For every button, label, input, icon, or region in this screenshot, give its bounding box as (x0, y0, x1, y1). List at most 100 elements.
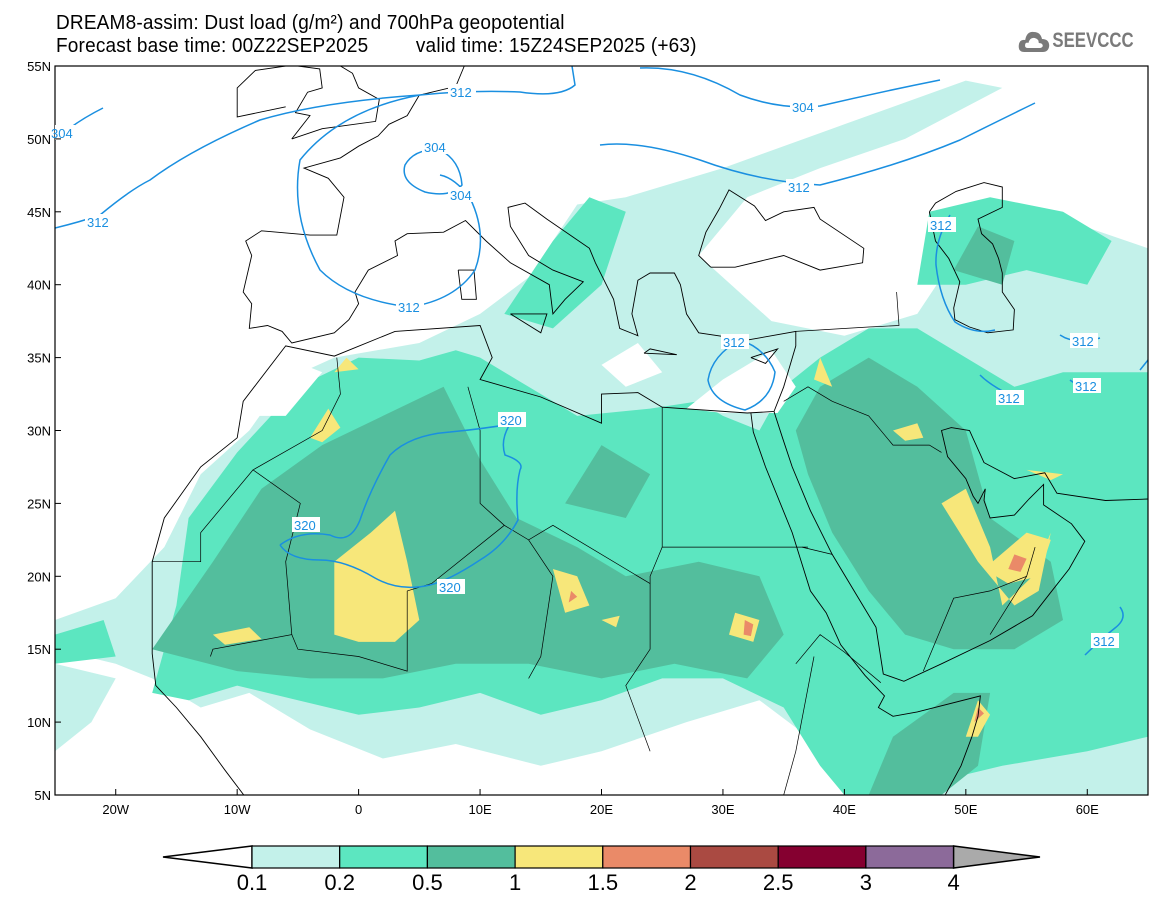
dust-region (868, 692, 991, 795)
colorbar-tick-label: 1.5 (588, 870, 619, 895)
dust-region (917, 197, 1112, 285)
coastline (236, 66, 286, 118)
contour-labels: 312 312 304 304 304 312 304 312 312 312 … (51, 84, 1119, 649)
colorbar-tick-label: 0.1 (237, 870, 268, 895)
lon-label: 20E (590, 802, 613, 817)
country-border (795, 291, 900, 332)
contour-label: 320 (294, 518, 316, 533)
dust-region (974, 707, 984, 723)
colorbar-low-arrow (162, 845, 253, 869)
contour-label: 312 (998, 391, 1020, 406)
valid-time: valid time: 15Z24SEP2025 (+63) (415, 35, 697, 57)
coastlines (151, 66, 1148, 795)
cloud-icon (1018, 31, 1050, 52)
coastline (643, 348, 677, 356)
colorbar-bin (514, 845, 604, 869)
colorbar-tick-label: 2 (684, 870, 696, 895)
contour-label: 312 (450, 85, 472, 100)
coastline (457, 269, 477, 300)
dust-region (310, 408, 341, 443)
lat-label: 5N (34, 788, 51, 803)
contour-label: 312 (788, 180, 810, 195)
lon-label: 50E (954, 802, 977, 817)
coastline (750, 347, 779, 364)
colorbar-bin (339, 845, 429, 869)
dust-region (601, 615, 620, 628)
contour-label: 312 (1072, 334, 1094, 349)
dust-region (55, 663, 116, 752)
dust-region (55, 620, 116, 664)
colorbar-high-arrow (952, 845, 1041, 869)
country-border (783, 656, 815, 795)
lon-label: 30E (711, 802, 734, 817)
longitude-labels: 20W 10W 0 10E 20E 30E 40E 50E 60E (102, 789, 1099, 817)
contour-label: 312 (930, 218, 952, 233)
dust-region (334, 510, 420, 642)
dust-region (1008, 554, 1027, 572)
dust-region (152, 386, 784, 679)
contour-label: 312 (398, 300, 420, 315)
country-border (783, 386, 942, 453)
dust-region (552, 569, 590, 613)
dust-load-layer (55, 80, 1148, 795)
contour-label: 304 (424, 140, 446, 155)
dust-region (953, 226, 1015, 285)
coastline (291, 66, 323, 140)
contour-312 (707, 339, 776, 411)
dust-region (565, 445, 651, 518)
lon-label: 10W (224, 802, 251, 817)
colorbar-tick-label: 1 (509, 870, 521, 895)
country-border (291, 590, 408, 672)
contour-312 (935, 214, 996, 333)
lat-label: 25N (27, 496, 51, 511)
contour-label: 304 (450, 188, 472, 203)
contour-label: 304 (51, 126, 73, 141)
country-border (152, 469, 301, 657)
contour-304 (639, 67, 941, 108)
contour-label: 304 (792, 100, 814, 115)
country-border (922, 575, 1027, 672)
colorbar-bin (426, 845, 516, 869)
colorbar-tick-label: 3 (860, 870, 872, 895)
country-border (625, 546, 663, 752)
colorbar-tick-label: 4 (947, 870, 959, 895)
coastline (291, 66, 380, 140)
country-border (252, 357, 341, 471)
dust-region (941, 488, 1051, 606)
dust-region (1026, 469, 1063, 481)
lon-label: 20W (102, 802, 129, 817)
coastline (510, 313, 548, 334)
country-border (407, 525, 505, 592)
colorbar-tick-label: 2.5 (763, 870, 794, 895)
contour-label: 320 (500, 413, 522, 428)
contour-320 (279, 422, 522, 589)
lat-label: 35N (27, 351, 51, 366)
coastline (928, 182, 1015, 334)
dust-region (568, 590, 578, 603)
chart-subtitle: Forecast base time: 00Z22SEP2025 valid ti… (56, 35, 697, 57)
contour-312 (599, 102, 1036, 186)
colorbar-bin (689, 845, 779, 869)
lon-label: 0 (355, 802, 362, 817)
dust-region (743, 620, 754, 637)
dust-region (334, 357, 359, 373)
lat-label: 55N (27, 59, 51, 74)
lon-label: 40E (833, 802, 856, 817)
lat-label: 45N (27, 205, 51, 220)
country-border (528, 539, 554, 679)
dust-region (814, 357, 833, 387)
lat-label: 40N (27, 278, 51, 293)
coastline (151, 66, 797, 795)
colorbar: 0.1 0.2 0.5 1 1.5 2 2.5 3 4 (162, 845, 1041, 895)
lat-label: 30N (27, 424, 51, 439)
lat-label: 10N (27, 715, 51, 730)
lat-label: 20N (27, 569, 51, 584)
lon-label: 60E (1076, 802, 1099, 817)
country-border (795, 634, 882, 683)
seevccc-logo: SEEVCCC (1018, 28, 1134, 54)
clear-region (601, 343, 663, 387)
coastline (698, 189, 865, 271)
contour-312 (296, 94, 482, 308)
chart-title: DREAM8-assim: Dust load (g/m²) and 700hP… (56, 12, 565, 34)
clear-region (249, 357, 323, 416)
